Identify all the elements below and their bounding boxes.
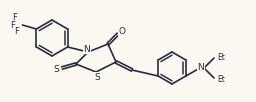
Text: Et: Et — [217, 53, 225, 62]
Text: Et: Et — [217, 74, 225, 84]
Text: F: F — [12, 13, 17, 23]
Text: N: N — [198, 64, 204, 73]
Text: N: N — [84, 44, 90, 54]
Text: F: F — [10, 21, 15, 29]
Text: O: O — [119, 28, 125, 37]
Text: S: S — [53, 65, 59, 74]
Text: S: S — [94, 73, 100, 81]
Text: F: F — [14, 28, 19, 37]
